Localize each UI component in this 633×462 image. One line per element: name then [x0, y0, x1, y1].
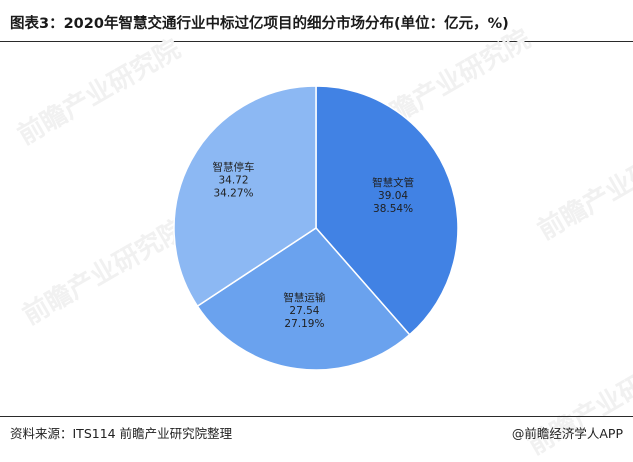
chart-title: 图表3：2020年智慧交通行业中标过亿项目的细分市场分布(单位：亿元，%) [10, 16, 509, 32]
brand-credit: @前瞻经济学人APP [511, 426, 623, 441]
pie-slice [315, 85, 459, 336]
slice-data-label: 智慧文管 39.04 38.54% [372, 176, 414, 215]
slice-data-label: 智慧停车 34.72 34.27% [212, 161, 254, 200]
source-note: 资料来源：ITS114 前瞻产业研究院整理 [10, 426, 233, 441]
title-divider [0, 41, 633, 42]
footer-divider [0, 416, 633, 417]
pie-chart: 智慧文管 39.04 38.54% 智慧运输 27.54 27.19% 智慧停车 34.72 3… [173, 85, 459, 371]
pie-slice [196, 227, 411, 371]
pie-slice [173, 85, 317, 308]
slice-data-label: 智慧运输 27.54 27.19% [283, 291, 325, 330]
